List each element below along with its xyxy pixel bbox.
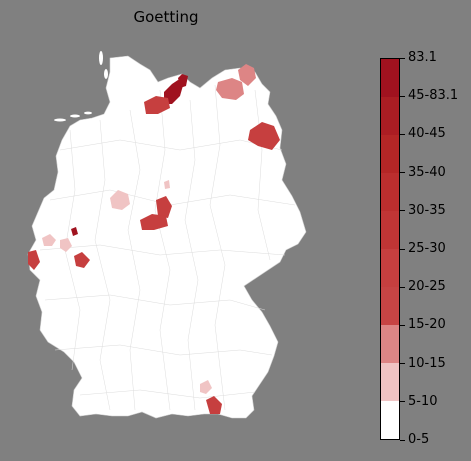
- legend-swatch: [381, 211, 399, 249]
- legend-swatch: [381, 173, 399, 211]
- legend-tick-label: 83.1: [408, 50, 437, 65]
- legend-tick: [400, 439, 405, 441]
- region-cologne: [42, 234, 56, 246]
- region-aachen: [28, 250, 40, 270]
- map-title: Goetting: [133, 8, 199, 26]
- legend-tick: [400, 401, 405, 403]
- north-sea-islands: [54, 51, 108, 122]
- region-ruegen: [238, 64, 256, 86]
- legend-tick-label: 0-5: [408, 432, 430, 447]
- legend-tick-label: 25-30: [408, 241, 446, 256]
- legend-swatch: [381, 249, 399, 287]
- legend-tick-label: 20-25: [408, 279, 446, 295]
- legend-tick: [400, 95, 405, 97]
- region-wetterau: [74, 252, 90, 268]
- region-siegen: [71, 227, 78, 236]
- region-rostock: [216, 78, 244, 100]
- legend-swatch: [381, 363, 399, 401]
- germany-outline: [27, 55, 307, 419]
- legend-tick: [400, 172, 405, 174]
- region-nordhessen: [164, 180, 170, 189]
- colored-regions: [28, 64, 280, 414]
- legend-tick: [400, 248, 405, 250]
- region-munich: [200, 380, 212, 394]
- legend-tick: [400, 324, 405, 326]
- legend-tick: [400, 363, 405, 365]
- legend-colorbar: [380, 58, 400, 440]
- region-kassel: [140, 214, 168, 230]
- legend-tick: [400, 210, 405, 212]
- legend-tick-label: 5-10: [408, 393, 438, 409]
- legend-tick-label: 15-20: [408, 317, 446, 333]
- legend-swatch: [381, 135, 399, 173]
- region-berlin-east: [248, 122, 280, 150]
- legend-tick: [400, 133, 405, 135]
- legend-swatch: [381, 325, 399, 363]
- region-bonn: [60, 238, 72, 252]
- legend-tick-label: 35-40: [408, 164, 446, 180]
- legend-swatch: [381, 59, 399, 97]
- region-kiel: [164, 80, 184, 104]
- legend-swatch: [381, 287, 399, 325]
- legend-tick-label: 45-83.1: [408, 88, 459, 104]
- legend-tick: [400, 57, 405, 59]
- legend-tick-label: 10-15: [408, 355, 446, 371]
- legend-tick-label: 30-35: [408, 202, 446, 218]
- region-emsland: [110, 190, 130, 210]
- region-hamburg: [144, 96, 170, 114]
- legend-swatch: [381, 97, 399, 135]
- legend-tick-label: 40-45: [408, 126, 446, 142]
- region-munich-south: [206, 396, 222, 414]
- region-luebeck: [178, 74, 188, 88]
- legend-tick: [400, 286, 405, 288]
- region-goettingen: [156, 196, 172, 218]
- legend-swatch: [381, 401, 399, 439]
